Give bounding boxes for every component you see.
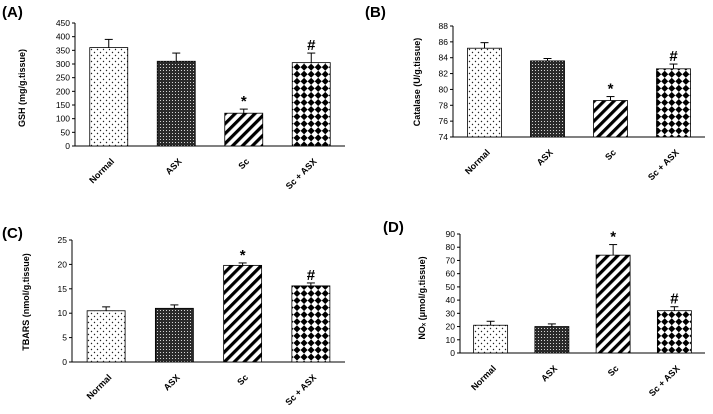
bar bbox=[530, 60, 565, 138]
y-axis-label: TBARS (nmol/g.tissue) bbox=[21, 253, 31, 351]
panel-label: (A) bbox=[2, 4, 23, 21]
panel-label: (C) bbox=[2, 225, 23, 242]
y-tick-label: 50 bbox=[61, 127, 71, 137]
category-label: Normal bbox=[463, 147, 492, 176]
y-axis-label: Catalase (U/g.tissue) bbox=[412, 38, 422, 127]
y-tick-label: 25 bbox=[58, 235, 68, 245]
y-tick-label: 40 bbox=[446, 295, 456, 305]
bar bbox=[467, 47, 502, 138]
category-label: ASX bbox=[162, 372, 182, 392]
bar bbox=[291, 62, 331, 147]
significance-hash: # bbox=[670, 291, 679, 308]
category-label: ASX bbox=[539, 363, 559, 383]
bar bbox=[86, 310, 126, 363]
significance-asterisk: * bbox=[240, 247, 246, 264]
y-tick-label: 5 bbox=[62, 333, 67, 343]
significance-hash: # bbox=[307, 267, 316, 284]
y-tick-label: 450 bbox=[56, 18, 70, 28]
category-label: Sc + ASX bbox=[647, 363, 682, 398]
panel-a: (A) GSH (mg/g.tissue) 0 50 100 150 200 250 300… bbox=[2, 4, 345, 191]
category-label: Normal bbox=[87, 156, 116, 185]
y-tick-label: 0 bbox=[450, 348, 455, 358]
y-tick-label: 84 bbox=[439, 53, 449, 63]
panel-label: (B) bbox=[365, 4, 386, 21]
significance-asterisk: * bbox=[608, 81, 614, 98]
significance-asterisk: * bbox=[241, 93, 247, 110]
category-label: Normal bbox=[85, 372, 114, 401]
y-tick-label: 70 bbox=[446, 255, 456, 265]
y-tick-label: 10 bbox=[58, 308, 68, 318]
y-tick-label: 250 bbox=[56, 73, 70, 83]
bar bbox=[291, 285, 331, 363]
bar bbox=[89, 47, 129, 147]
y-tick-label: 82 bbox=[439, 69, 449, 79]
bar bbox=[593, 100, 628, 138]
category-label: Sc bbox=[235, 372, 250, 387]
category-label: ASX bbox=[535, 147, 555, 167]
panel-c: (C) TBARS (nmol/g.tissue) 0 5 10 15 20 25 Norm… bbox=[2, 225, 345, 407]
bar bbox=[656, 310, 692, 354]
y-axis-label: GSH (mg/g.tissue) bbox=[17, 49, 27, 127]
bar bbox=[473, 324, 509, 354]
y-tick-label: 200 bbox=[56, 86, 70, 96]
significance-hash: # bbox=[669, 48, 678, 65]
panel-label: (D) bbox=[383, 219, 404, 236]
panel-d: (D) NOₓ (μmol/g.tissue) 0 10 20 30 40 50 60 70 8… bbox=[383, 219, 705, 398]
bar bbox=[154, 307, 194, 363]
bar bbox=[595, 254, 631, 354]
bar bbox=[156, 60, 196, 147]
y-axis-label: NOₓ (μmol/g.tissue) bbox=[417, 256, 427, 339]
y-tick-label: 90 bbox=[446, 229, 456, 239]
category-label: Sc + ASX bbox=[283, 372, 318, 407]
y-tick-label: 86 bbox=[439, 37, 449, 47]
significance-hash: # bbox=[307, 37, 316, 54]
y-tick-label: 350 bbox=[56, 45, 70, 55]
category-label: Sc + ASX bbox=[284, 156, 319, 191]
category-label: Sc bbox=[606, 363, 621, 378]
y-tick-label: 74 bbox=[439, 132, 449, 142]
panel-b: (B) Catalase (U/g.tissue) 74 76 78 80 82 84 86… bbox=[365, 4, 705, 182]
bar bbox=[224, 112, 264, 147]
y-tick-label: 60 bbox=[446, 269, 456, 279]
category-label: Sc bbox=[236, 156, 251, 171]
y-tick-label: 20 bbox=[446, 322, 456, 332]
y-tick-label: 78 bbox=[439, 100, 449, 110]
y-tick-label: 20 bbox=[58, 259, 68, 269]
y-tick-label: 76 bbox=[439, 116, 449, 126]
bar bbox=[534, 326, 570, 354]
y-tick-label: 0 bbox=[62, 357, 67, 367]
category-label: Sc bbox=[603, 147, 618, 162]
y-tick-label: 300 bbox=[56, 59, 70, 69]
category-label: Normal bbox=[469, 363, 498, 392]
y-tick-label: 88 bbox=[439, 21, 449, 31]
significance-asterisk: * bbox=[610, 229, 616, 246]
y-tick-label: 50 bbox=[446, 282, 456, 292]
y-tick-label: 15 bbox=[58, 284, 68, 294]
y-tick-label: 100 bbox=[56, 114, 70, 124]
category-label: ASX bbox=[164, 156, 184, 176]
category-label: Sc + ASX bbox=[646, 147, 681, 182]
y-tick-label: 80 bbox=[446, 242, 456, 252]
y-tick-label: 30 bbox=[446, 308, 456, 318]
bar bbox=[656, 68, 691, 138]
y-tick-label: 150 bbox=[56, 100, 70, 110]
bar bbox=[223, 264, 263, 363]
y-tick-label: 400 bbox=[56, 32, 70, 42]
y-tick-label: 80 bbox=[439, 84, 449, 94]
y-tick-label: 0 bbox=[65, 141, 70, 151]
y-tick-label: 10 bbox=[446, 335, 456, 345]
